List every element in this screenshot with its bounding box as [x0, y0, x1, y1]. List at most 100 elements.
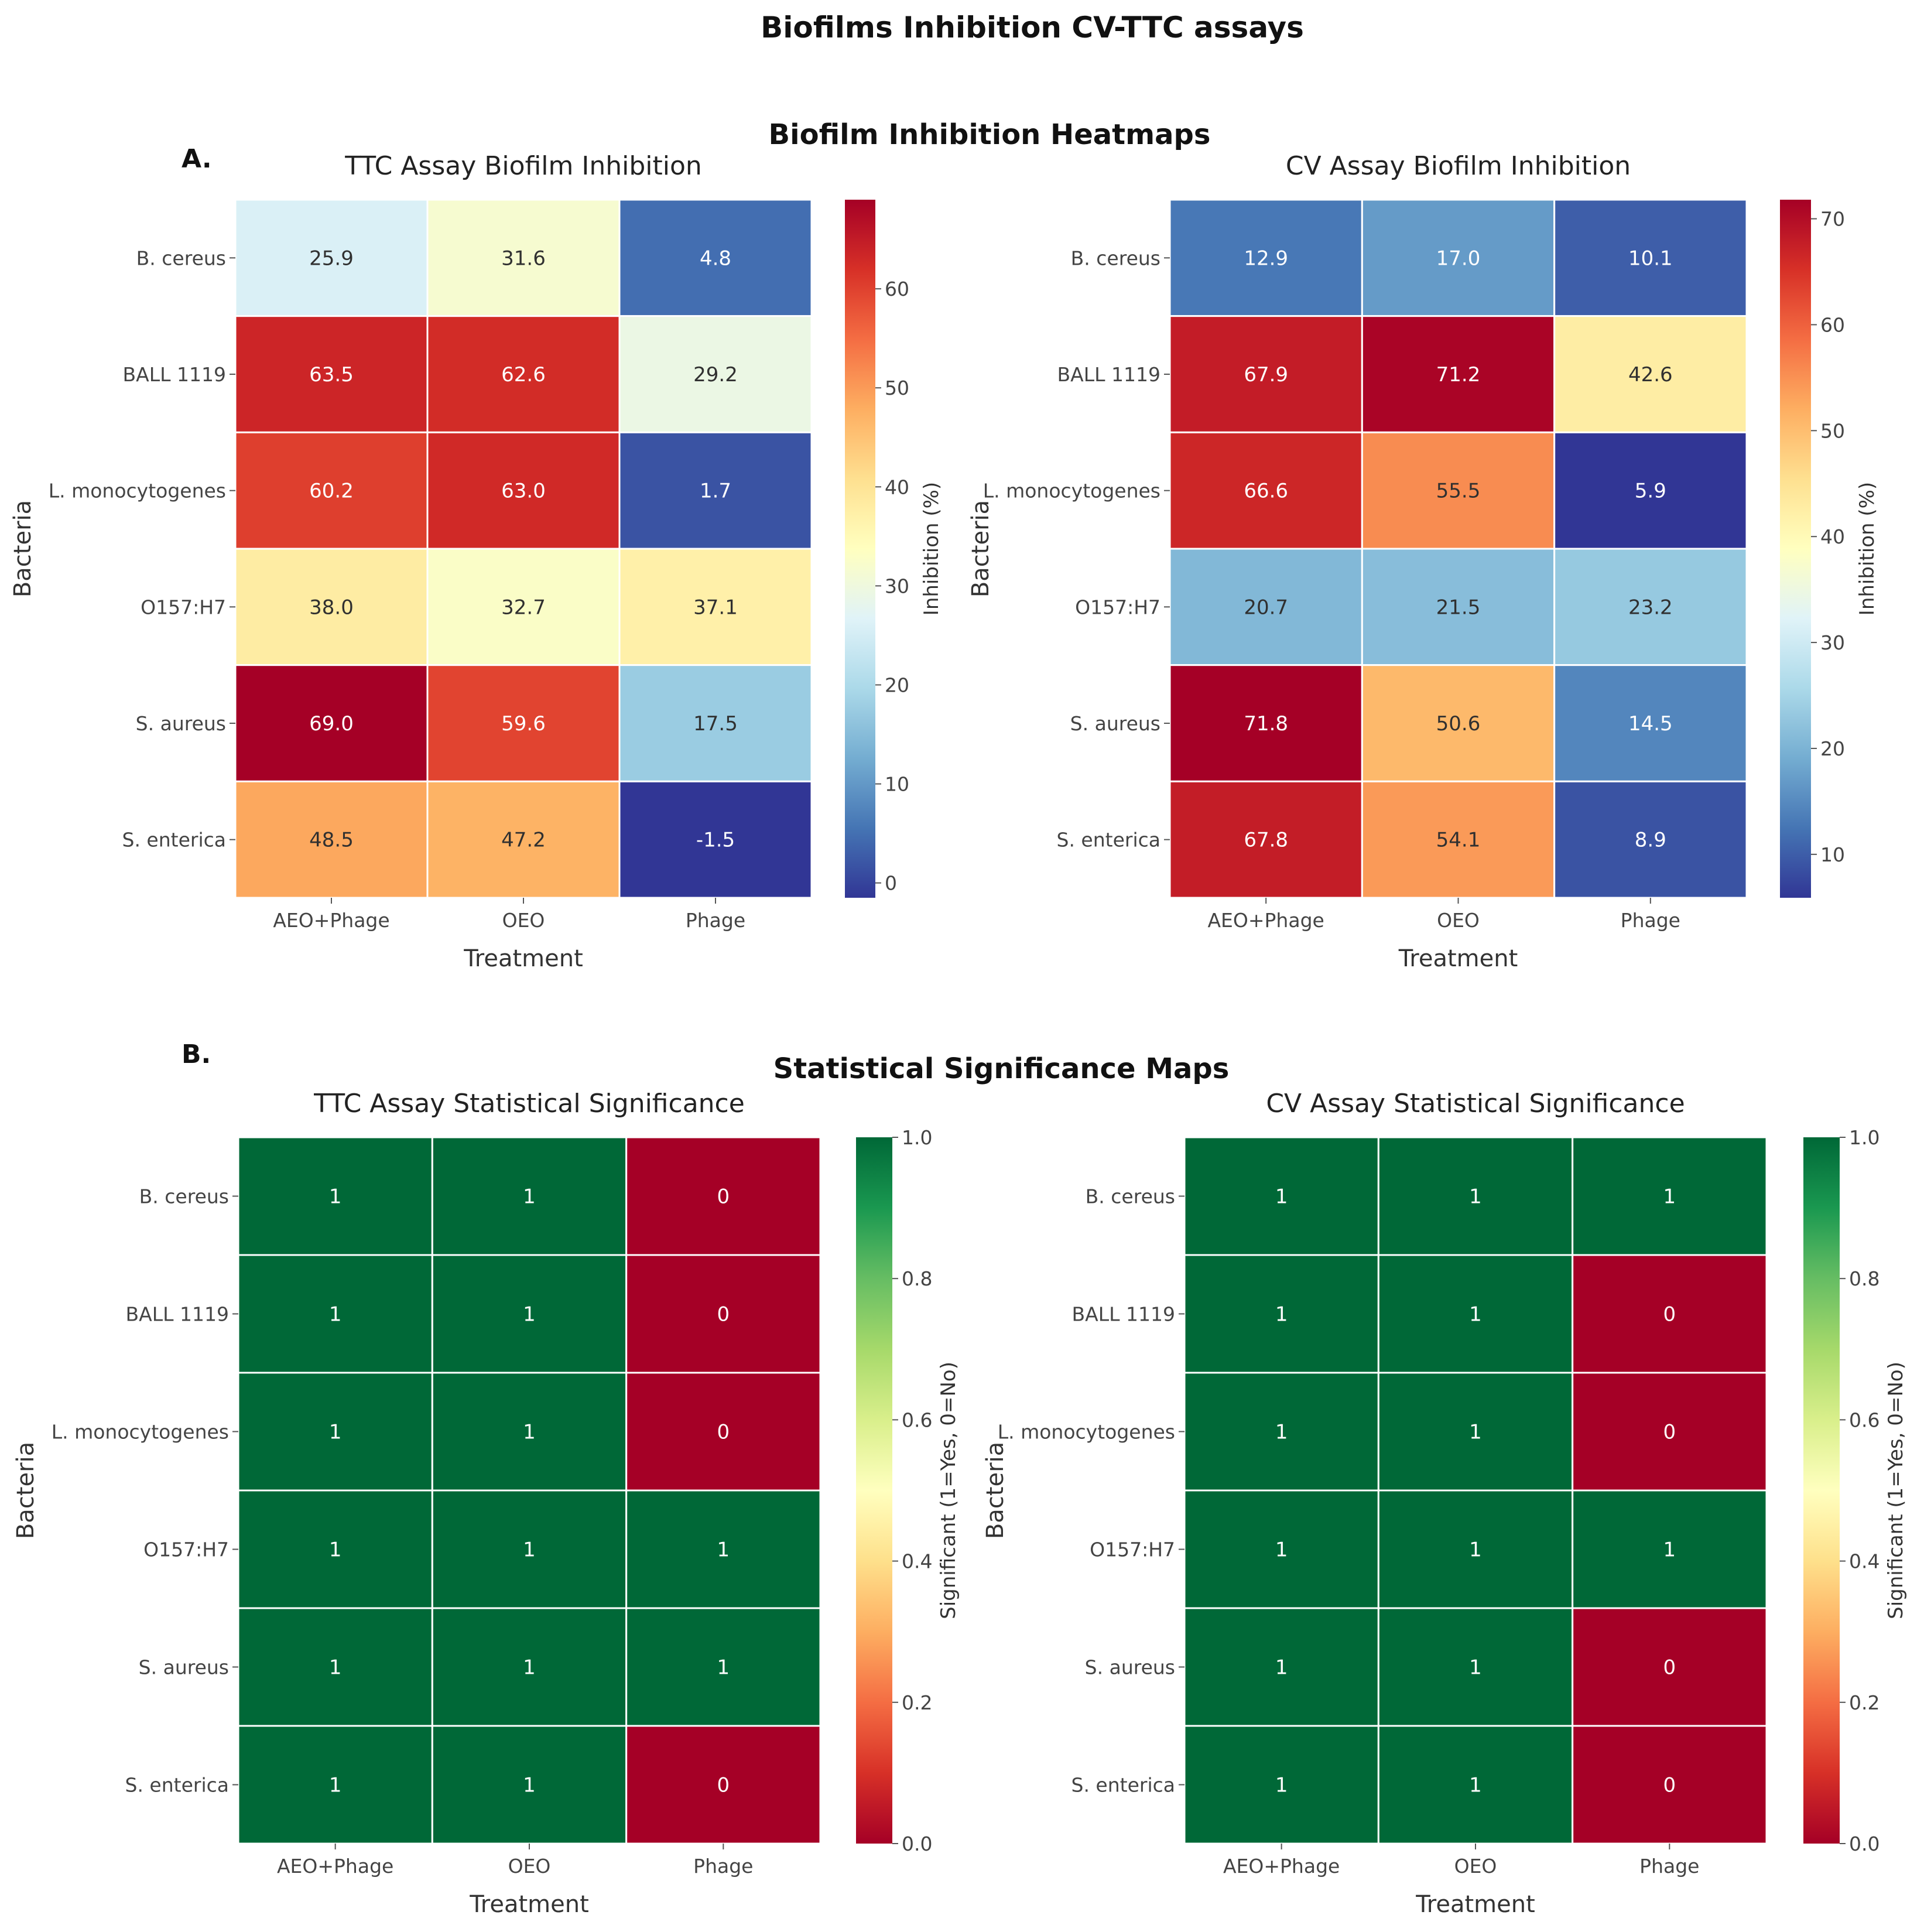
cell-value: 69.0 [309, 712, 354, 736]
cell-value: 1 [1663, 1185, 1676, 1209]
colorbar-tick-label: 0.8 [1849, 1267, 1880, 1290]
cell-value: 1 [1275, 1538, 1288, 1562]
heatmap-cell [237, 1489, 433, 1609]
heatmap-panel-2: TTC Assay Statistical Significance 1 1 0 1 1 0… [12, 1089, 960, 1918]
cell-value: 1 [1469, 1421, 1482, 1444]
section-label-a: A. [182, 144, 212, 174]
cell-value: 1 [1275, 1421, 1288, 1444]
x-tick-label: Phage [686, 909, 745, 932]
cell-value: 66.6 [1244, 480, 1288, 503]
colorbar-label: Inhibition (%) [1855, 482, 1879, 615]
cell-value: 1 [523, 1303, 536, 1326]
heatmap-cell [234, 315, 429, 433]
section-subtitle-significance: Statistical Significance Maps [773, 1052, 1230, 1085]
y-tick-label: B. cereus [1071, 247, 1160, 269]
cell-value: 67.8 [1244, 829, 1288, 852]
heatmap-cell [1169, 548, 1363, 666]
heatmap-cell [1361, 780, 1556, 899]
cell-value: 17.0 [1436, 247, 1481, 270]
cell-value: 42.6 [1628, 363, 1673, 387]
colorbar-label: Significant (1=Yes, 0=No) [1884, 1362, 1908, 1619]
colorbar-tick-label: 30 [885, 575, 909, 597]
colorbar-tick-label: 0.0 [1849, 1832, 1880, 1855]
heatmap-cell [618, 315, 813, 433]
y-tick-label: O157:H7 [1075, 596, 1160, 618]
heatmap-cell [1572, 1254, 1768, 1374]
y-axis-label: Bacteria [9, 500, 36, 597]
cell-value: 1 [329, 1421, 342, 1444]
colorbar-tick-label: 70 [1820, 208, 1845, 231]
cell-value: 10.1 [1628, 247, 1673, 270]
cell-value: 1 [1275, 1774, 1288, 1797]
cell-value: 47.2 [501, 829, 546, 852]
cell-value: 54.1 [1436, 829, 1481, 852]
cell-value: 48.5 [309, 829, 354, 852]
colorbar-tick-label: 1.0 [1849, 1126, 1880, 1149]
heatmap-cell [431, 1372, 628, 1492]
colorbar-tick-label: 50 [1820, 419, 1845, 442]
colorbar-tick-label: 20 [1820, 737, 1845, 760]
cell-value: 59.6 [501, 712, 546, 736]
cell-value: 0 [717, 1421, 730, 1444]
colorbar-tick-label: 20 [885, 673, 909, 696]
cell-value: 1 [329, 1656, 342, 1680]
cell-value: 23.2 [1628, 596, 1673, 619]
heatmap-cell [237, 1372, 433, 1492]
heatmap-cell [625, 1372, 821, 1492]
heatmap-cell [234, 548, 429, 666]
colorbar-tick-label: 0.2 [1849, 1691, 1880, 1714]
colorbar-tick-label: 0.2 [902, 1691, 932, 1714]
y-tick-label: O157:H7 [143, 1538, 229, 1561]
y-tick-label: S. enterica [125, 1774, 230, 1797]
heatmap-cell [1183, 1254, 1379, 1374]
y-tick-label: L. monocytogenes [983, 480, 1160, 502]
heatmap-cell [426, 199, 621, 317]
heatmap-cell [426, 431, 621, 550]
heatmap-cell [618, 199, 813, 317]
cell-value: 1 [523, 1185, 536, 1209]
cell-value: 1 [1469, 1185, 1482, 1209]
cell-value: 1 [717, 1656, 730, 1680]
y-tick-label: BALL 1119 [1057, 363, 1160, 386]
x-axis-label: Treatment [1398, 945, 1518, 972]
heatmap-cell [234, 664, 429, 782]
colorbar-label: Significant (1=Yes, 0=No) [937, 1362, 960, 1619]
heatmap-panel-0: TTC Assay Biofilm Inhibition 25.9 31.6 4.8 6… [9, 151, 943, 972]
y-axis-label: Bacteria [967, 500, 994, 597]
cell-value: 4.8 [700, 247, 731, 270]
cell-value: 71.2 [1436, 363, 1481, 387]
cell-value: 37.1 [693, 596, 738, 619]
colorbar-tick-label: 0.4 [902, 1550, 932, 1573]
heatmap-cell [1169, 199, 1363, 317]
x-axis-label: Treatment [463, 945, 583, 972]
cell-value: 20.7 [1244, 596, 1288, 619]
cell-value: 0 [717, 1303, 730, 1326]
y-tick-label: O157:H7 [141, 596, 226, 618]
panel-title: TTC Assay Biofilm Inhibition [344, 151, 702, 181]
x-tick-label: OEO [502, 909, 545, 932]
cell-value: 1 [329, 1774, 342, 1797]
heatmap-cell [1377, 1489, 1574, 1609]
y-axis-label: Bacteria [12, 1442, 39, 1539]
heatmap-cell [426, 780, 621, 899]
cell-value: 0 [1663, 1421, 1676, 1444]
y-tick-label: B. cereus [1086, 1185, 1175, 1208]
y-tick-label: S. enterica [1057, 829, 1161, 852]
y-tick-label: O157:H7 [1090, 1538, 1175, 1561]
heatmap-cell [431, 1254, 628, 1374]
heatmap-panel-3: CV Assay Statistical Significance 1 1 1 1 1 0 1… [982, 1089, 1908, 1918]
cell-value: -1.5 [696, 829, 735, 852]
x-tick-label: AEO+Phage [1207, 909, 1324, 932]
x-tick-label: Phage [693, 1855, 753, 1878]
heatmap-cell [431, 1489, 628, 1609]
heatmap-cell [1553, 315, 1748, 433]
cell-value: 1 [1663, 1538, 1676, 1562]
x-tick-label: Phage [1621, 909, 1680, 932]
cell-value: 1 [1469, 1656, 1482, 1680]
cell-value: 62.6 [501, 363, 546, 387]
cell-value: 8.9 [1635, 829, 1666, 852]
cell-value: 1 [329, 1538, 342, 1562]
heatmap-panel-1: CV Assay Biofilm Inhibition 12.9 17.0 10.1 6… [967, 151, 1879, 972]
colorbar-tick-label: 0.6 [1849, 1408, 1880, 1431]
